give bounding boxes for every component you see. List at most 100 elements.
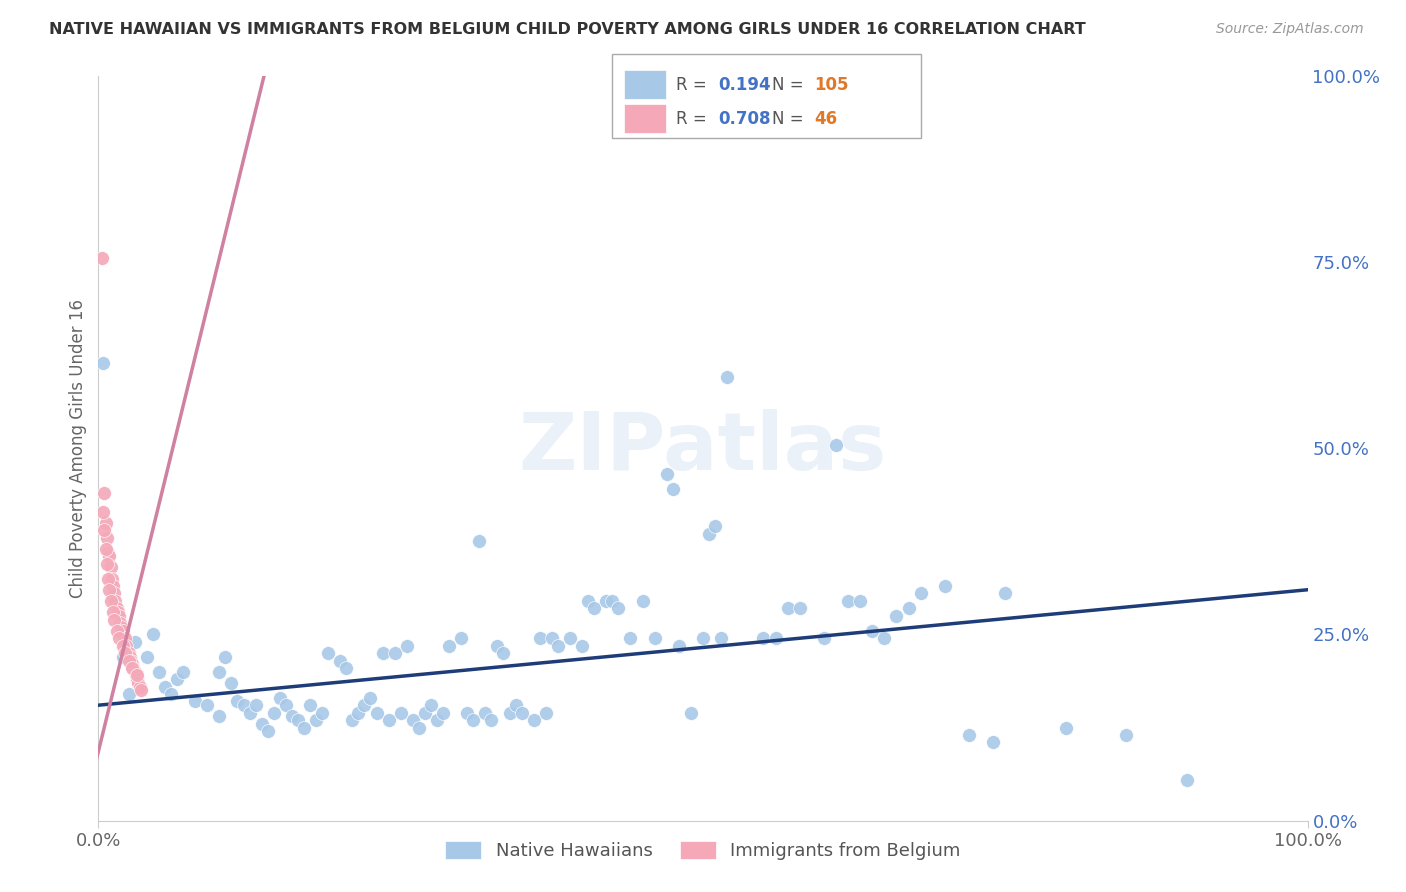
Point bbox=[934, 579, 956, 593]
Point bbox=[115, 639, 138, 653]
Text: 0.708: 0.708 bbox=[718, 110, 770, 128]
Point bbox=[101, 591, 124, 605]
Point bbox=[837, 594, 859, 608]
Point bbox=[873, 631, 896, 645]
Point bbox=[704, 519, 727, 533]
Point bbox=[420, 698, 443, 713]
Point bbox=[100, 560, 122, 574]
Point bbox=[342, 713, 364, 727]
Point bbox=[214, 649, 236, 664]
Point bbox=[576, 594, 599, 608]
Point bbox=[287, 713, 309, 727]
Point bbox=[245, 698, 267, 713]
Point bbox=[1054, 721, 1077, 735]
Point bbox=[122, 661, 145, 675]
Point bbox=[360, 690, 382, 705]
Point bbox=[195, 698, 218, 713]
Point bbox=[661, 482, 683, 496]
Point bbox=[547, 639, 569, 653]
Point bbox=[1115, 728, 1137, 742]
Point bbox=[135, 649, 157, 664]
Point bbox=[111, 649, 134, 664]
Point bbox=[232, 698, 254, 713]
Point bbox=[166, 672, 188, 686]
Point bbox=[523, 713, 546, 727]
Point bbox=[413, 706, 436, 720]
Point bbox=[353, 698, 375, 713]
Point bbox=[108, 616, 131, 631]
Point bbox=[529, 631, 551, 645]
Text: N =: N = bbox=[772, 110, 808, 128]
Point bbox=[91, 252, 114, 266]
Point bbox=[776, 601, 799, 615]
Point bbox=[860, 624, 883, 638]
Point bbox=[124, 635, 146, 649]
Point bbox=[981, 735, 1004, 749]
Point bbox=[498, 706, 520, 720]
Point bbox=[121, 661, 143, 675]
Point bbox=[98, 582, 121, 597]
Point bbox=[384, 646, 406, 660]
Point bbox=[118, 649, 141, 664]
Point bbox=[94, 541, 117, 556]
Point bbox=[389, 706, 412, 720]
Point bbox=[104, 594, 127, 608]
Point bbox=[127, 668, 149, 682]
Point bbox=[98, 549, 121, 564]
Point bbox=[602, 594, 624, 608]
Point bbox=[111, 624, 134, 638]
Point bbox=[692, 631, 714, 645]
Point bbox=[118, 653, 141, 667]
Point bbox=[402, 713, 425, 727]
Point bbox=[118, 646, 141, 660]
Point bbox=[269, 690, 291, 705]
Text: R =: R = bbox=[676, 110, 713, 128]
Point bbox=[153, 680, 176, 694]
Point bbox=[371, 646, 394, 660]
Point bbox=[292, 721, 315, 735]
Point bbox=[1175, 772, 1198, 787]
Text: N =: N = bbox=[772, 76, 808, 94]
Point bbox=[121, 657, 143, 672]
Point bbox=[114, 631, 136, 645]
Point bbox=[111, 639, 134, 653]
Point bbox=[468, 534, 491, 549]
Point bbox=[957, 728, 980, 742]
Text: 0.194: 0.194 bbox=[718, 76, 770, 94]
Point bbox=[128, 680, 150, 694]
Point bbox=[103, 613, 125, 627]
Point bbox=[208, 665, 231, 679]
Point bbox=[299, 698, 322, 713]
Point bbox=[716, 370, 738, 384]
Point bbox=[408, 721, 430, 735]
Text: R =: R = bbox=[676, 76, 713, 94]
Point bbox=[710, 631, 733, 645]
Point bbox=[274, 698, 297, 713]
Point bbox=[93, 523, 115, 537]
Point bbox=[160, 687, 183, 701]
Point bbox=[825, 437, 848, 451]
Point bbox=[101, 605, 124, 619]
Point bbox=[329, 653, 352, 667]
Point bbox=[108, 631, 131, 645]
Point bbox=[96, 557, 118, 571]
Point bbox=[107, 605, 129, 619]
Point bbox=[239, 706, 262, 720]
Point bbox=[492, 646, 515, 660]
Point bbox=[108, 608, 131, 623]
Point bbox=[540, 631, 562, 645]
Point bbox=[481, 713, 503, 727]
Point bbox=[849, 594, 872, 608]
Point bbox=[583, 601, 606, 615]
Legend: Native Hawaiians, Immigrants from Belgium: Native Hawaiians, Immigrants from Belgiu… bbox=[439, 834, 967, 868]
Point bbox=[486, 639, 509, 653]
Point bbox=[765, 631, 787, 645]
Point bbox=[120, 653, 142, 667]
Text: 46: 46 bbox=[814, 110, 837, 128]
Point bbox=[886, 608, 908, 623]
Point bbox=[172, 665, 194, 679]
Point bbox=[125, 668, 148, 682]
Point bbox=[347, 706, 370, 720]
Point bbox=[534, 706, 557, 720]
Point bbox=[142, 627, 165, 641]
